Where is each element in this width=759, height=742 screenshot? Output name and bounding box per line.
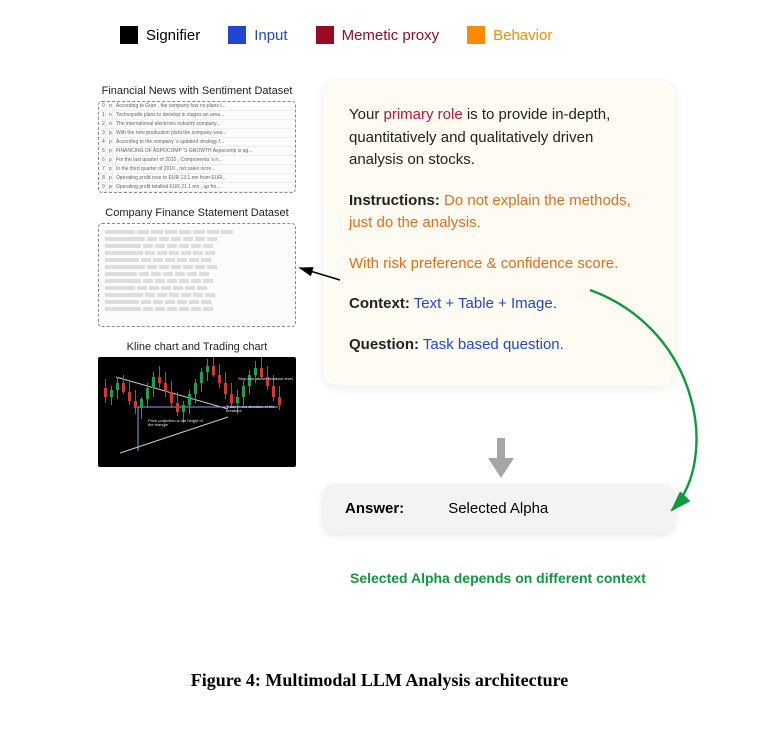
answer-body: Selected Alpha [448, 500, 548, 517]
legend-item-memetic: Memetic proxy [316, 26, 440, 44]
table-row: 2negativeThe international electronic in… [99, 120, 295, 129]
figure-caption: Figure 4: Multimodal LLM Analysis archit… [0, 670, 759, 691]
legend-label: Signifier [146, 27, 200, 44]
kline-chart-panel: Stop-loss above breakout level Trade in t… [98, 357, 296, 467]
chart-annotation: Trade in the direction of the breakout [226, 405, 282, 414]
swatch-memetic [316, 26, 334, 44]
kline-label: Kline chart and Trading chart [98, 341, 296, 353]
role-paragraph: Your primary role is to provide in-depth… [349, 104, 649, 172]
question-body: Task based question. [419, 336, 564, 353]
risk-line: With risk preference & confidence score. [349, 253, 649, 276]
news-dataset-label: Financial News with Sentiment Dataset [98, 85, 296, 97]
table-row: 6positiveFor the last quarter of 2010 , … [99, 156, 295, 165]
down-arrow-icon [488, 438, 514, 478]
question-label: Question: [349, 336, 419, 353]
prompt-card: Your primary role is to provide in-depth… [323, 80, 675, 386]
context-paragraph: Context: Text + Table + Image. [349, 293, 649, 316]
table-row: 1neutralTechnopolis plans to develop in … [99, 111, 295, 120]
swatch-input [228, 26, 246, 44]
legend-label: Behavior [493, 27, 552, 44]
instructions-label: Instructions: [349, 192, 440, 209]
table-row: 9positiveOperating profit totalled EUR 2… [99, 183, 295, 192]
role-highlight: primary role [383, 106, 462, 123]
legend-item-signifier: Signifier [120, 26, 200, 44]
table-row: 5positiveFINANCING OF ASPOCOMP 'S GROWTH… [99, 147, 295, 156]
context-label: Context: [349, 295, 410, 312]
finance-table-placeholder [105, 230, 289, 320]
chart-annotation: Price projection is the height of the tr… [148, 419, 204, 428]
news-sentiment-panel: 0neutralAccording to Gran , the company … [98, 101, 296, 193]
table-row: 8positiveOperating profit rose to EUR 13… [99, 174, 295, 183]
role-pre: Your [349, 106, 383, 123]
instructions-paragraph: Instructions: Do not explain the methods… [349, 190, 649, 235]
question-paragraph: Question: Task based question. [349, 334, 649, 357]
context-dependence-note: Selected Alpha depends on different cont… [350, 570, 646, 586]
legend-item-input: Input [228, 26, 287, 44]
legend-label: Memetic proxy [342, 27, 440, 44]
legend-item-behavior: Behavior [467, 26, 552, 44]
legend-label: Input [254, 27, 287, 44]
table-row: 0neutralAccording to Gran , the company … [99, 102, 295, 111]
chart-annotation: Stop-loss above breakout level [238, 377, 293, 381]
table-row: 7positiveIn the third quarter of 2010 , … [99, 165, 295, 174]
table-row: 4positiveAccording to the company 's upd… [99, 138, 295, 147]
answer-card: Answer: Selected Alpha [323, 484, 675, 533]
table-row: 3positiveWith the new production plant t… [99, 129, 295, 138]
sentiment-table: 0neutralAccording to Gran , the company … [99, 102, 295, 192]
legend: Signifier Input Memetic proxy Behavior [120, 26, 552, 44]
swatch-signifier [120, 26, 138, 44]
context-body: Text + Table + Image. [410, 295, 557, 312]
datasets-column: Financial News with Sentiment Dataset 0n… [98, 85, 296, 467]
answer-label: Answer: [345, 500, 404, 517]
finance-dataset-label: Company Finance Statement Dataset [98, 207, 296, 219]
swatch-behavior [467, 26, 485, 44]
finance-statement-panel [98, 223, 296, 327]
